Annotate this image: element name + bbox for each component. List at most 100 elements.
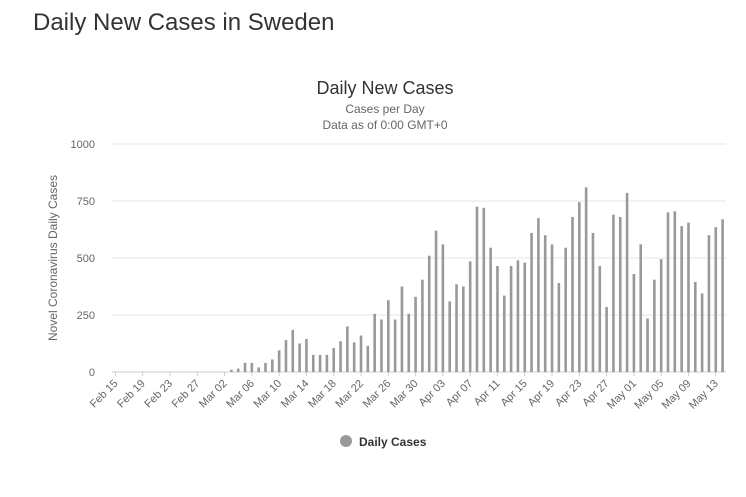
bar[interactable] <box>618 216 622 372</box>
y-tick-label: 750 <box>77 196 95 208</box>
bar[interactable] <box>516 260 520 372</box>
bar[interactable] <box>707 235 711 372</box>
bar[interactable] <box>578 202 581 372</box>
bar[interactable] <box>311 354 315 372</box>
bar[interactable] <box>571 216 574 372</box>
x-tick-label: Apr 19 <box>526 378 557 409</box>
x-tick-label: Mar 02 <box>197 378 230 411</box>
x-tick-label: Mar 10 <box>252 378 285 411</box>
bar[interactable] <box>714 227 718 372</box>
x-tick-label: Feb 23 <box>142 378 175 411</box>
y-tick-label: 0 <box>89 367 95 379</box>
bar[interactable] <box>502 295 506 372</box>
bar[interactable] <box>448 301 451 372</box>
bar[interactable] <box>721 219 724 372</box>
x-tick-label: Mar 26 <box>361 378 394 411</box>
bar[interactable] <box>612 214 615 372</box>
bar[interactable] <box>591 232 595 372</box>
bar[interactable] <box>646 318 649 372</box>
bar[interactable] <box>550 244 554 372</box>
bar[interactable] <box>332 348 336 372</box>
bar[interactable] <box>659 259 663 372</box>
x-tick-label: Feb 15 <box>88 378 121 411</box>
y-axis-label: Novel Coronavirus Daily Cases <box>46 175 60 341</box>
bar[interactable] <box>625 193 629 372</box>
bar[interactable] <box>557 283 561 372</box>
bar[interactable] <box>687 222 690 372</box>
bar[interactable] <box>230 369 233 372</box>
bar[interactable] <box>509 265 513 372</box>
legend-label[interactable]: Daily Cases <box>359 435 427 449</box>
bar[interactable] <box>537 218 540 372</box>
legend-marker[interactable] <box>340 435 352 447</box>
bar[interactable] <box>291 329 295 372</box>
bar[interactable] <box>427 255 431 372</box>
bar[interactable] <box>455 284 458 372</box>
bar[interactable] <box>305 338 308 372</box>
x-tick-label: May 09 <box>660 378 694 412</box>
bar[interactable] <box>325 354 329 372</box>
bar[interactable] <box>352 342 356 372</box>
bar[interactable] <box>680 226 683 372</box>
bar[interactable] <box>346 326 349 372</box>
chart-subtitle-line-2: Data as of 0:00 GMT+0 <box>322 118 447 132</box>
bar[interactable] <box>482 207 486 372</box>
bar[interactable] <box>250 362 254 372</box>
bar[interactable] <box>564 247 567 372</box>
bar[interactable] <box>489 247 492 372</box>
bar[interactable] <box>264 362 267 372</box>
bar[interactable] <box>496 265 499 372</box>
bar[interactable] <box>387 300 390 372</box>
y-tick-label: 500 <box>77 253 95 265</box>
x-tick-label: May 05 <box>632 378 666 412</box>
bar[interactable] <box>598 265 602 372</box>
page-title: Daily New Cases in Sweden <box>33 9 335 36</box>
x-tick-label: Mar 06 <box>224 378 257 411</box>
gridlines <box>112 143 726 373</box>
bar[interactable] <box>414 296 417 372</box>
bar[interactable] <box>694 281 697 372</box>
y-axis-ticks: 0 250 500 750 1000 <box>71 139 95 379</box>
bar[interactable] <box>639 244 643 372</box>
bar[interactable] <box>271 359 274 372</box>
bar[interactable] <box>530 232 533 372</box>
bar[interactable] <box>475 206 479 372</box>
bar[interactable] <box>359 335 363 372</box>
bar-series <box>230 187 724 372</box>
x-tick-label: Apr 23 <box>553 378 584 409</box>
bar[interactable] <box>373 313 376 372</box>
bar[interactable] <box>584 187 588 372</box>
bar[interactable] <box>632 273 636 372</box>
bar[interactable] <box>666 212 670 372</box>
bar[interactable] <box>284 340 288 372</box>
bar[interactable] <box>400 286 404 373</box>
bar[interactable] <box>673 211 677 372</box>
bar[interactable] <box>393 319 397 372</box>
bar[interactable] <box>523 262 527 372</box>
bar[interactable] <box>277 350 281 372</box>
bar[interactable] <box>468 261 472 372</box>
bar[interactable] <box>700 293 704 372</box>
x-tick-label: Apr 11 <box>472 378 503 409</box>
bar[interactable] <box>543 235 547 372</box>
x-tick-label: Apr 07 <box>444 378 475 409</box>
bar[interactable] <box>318 354 322 372</box>
bar[interactable] <box>366 345 370 372</box>
bar[interactable] <box>380 319 383 372</box>
bar[interactable] <box>298 343 301 373</box>
bar[interactable] <box>407 313 411 372</box>
x-tick-label: Mar 30 <box>388 378 421 411</box>
bar[interactable] <box>434 230 438 372</box>
bar[interactable] <box>605 307 608 372</box>
bar[interactable] <box>339 341 342 372</box>
bar[interactable] <box>236 368 240 372</box>
bar[interactable] <box>257 367 260 372</box>
bar[interactable] <box>462 286 465 373</box>
legend[interactable]: Daily Cases <box>340 435 427 449</box>
bar[interactable] <box>421 279 424 372</box>
x-tick-label: May 13 <box>687 378 721 412</box>
bar[interactable] <box>441 244 445 372</box>
bar[interactable] <box>653 279 656 372</box>
bar[interactable] <box>243 362 247 372</box>
